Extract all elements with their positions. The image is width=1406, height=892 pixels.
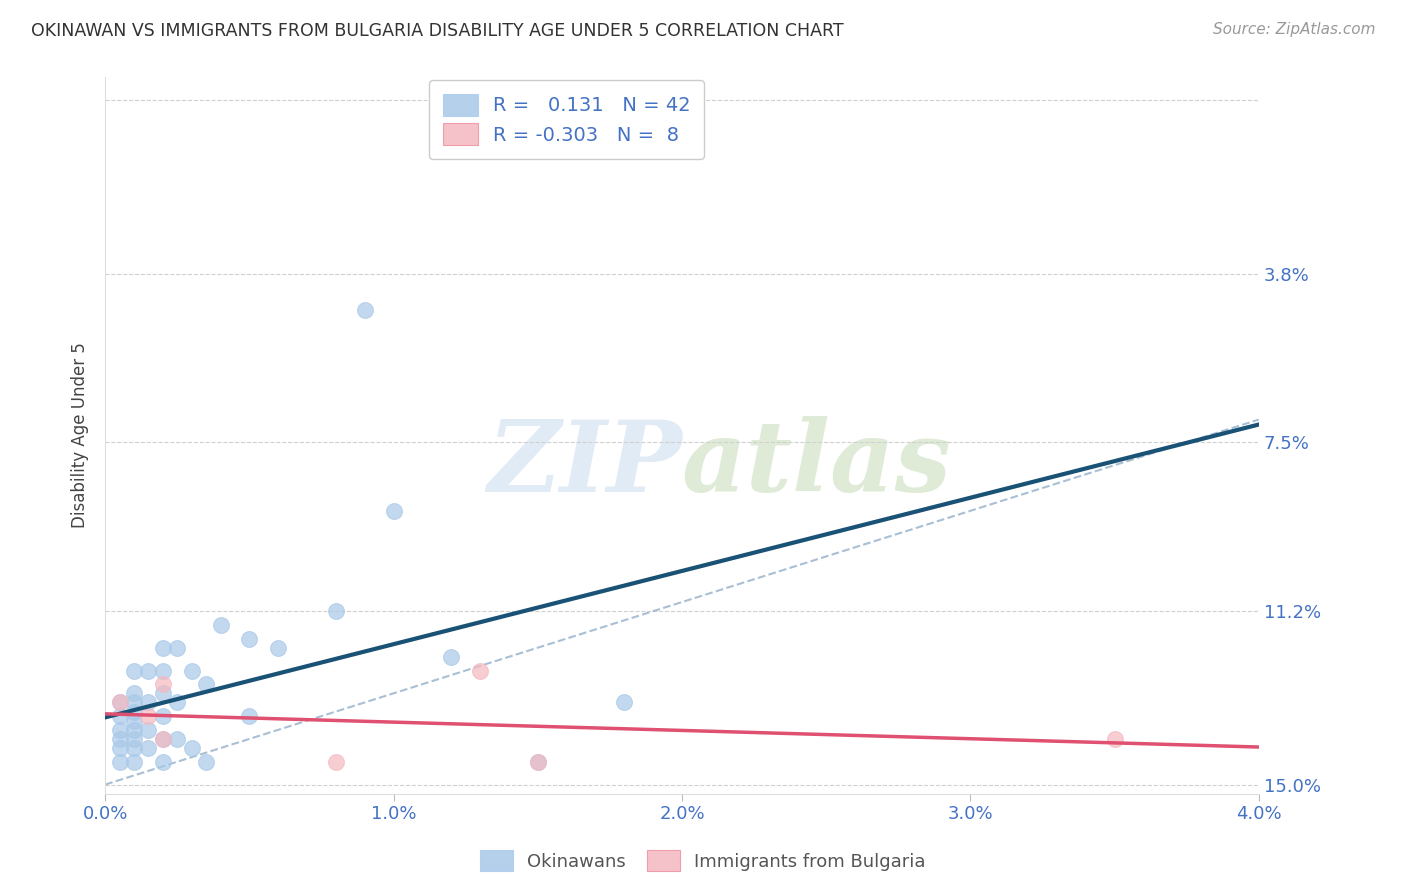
Point xyxy=(526,755,548,769)
Point xyxy=(152,709,174,723)
Point xyxy=(166,731,188,746)
Point xyxy=(440,649,463,664)
Point xyxy=(108,731,131,746)
Point xyxy=(166,640,188,655)
Point xyxy=(152,755,174,769)
Y-axis label: Disability Age Under 5: Disability Age Under 5 xyxy=(72,343,89,528)
Point xyxy=(138,664,160,678)
Point xyxy=(180,741,202,756)
Point xyxy=(108,741,131,756)
Point xyxy=(195,755,218,769)
Point xyxy=(325,755,347,769)
Point xyxy=(382,504,405,518)
Point xyxy=(152,677,174,691)
Text: OKINAWAN VS IMMIGRANTS FROM BULGARIA DISABILITY AGE UNDER 5 CORRELATION CHART: OKINAWAN VS IMMIGRANTS FROM BULGARIA DIS… xyxy=(31,22,844,40)
Point xyxy=(122,686,145,700)
Point xyxy=(122,714,145,728)
Point xyxy=(108,723,131,737)
Point xyxy=(152,640,174,655)
Point xyxy=(238,709,260,723)
Text: atlas: atlas xyxy=(682,416,952,513)
Point xyxy=(238,632,260,646)
Point xyxy=(138,741,160,756)
Point xyxy=(108,755,131,769)
Point xyxy=(122,755,145,769)
Point xyxy=(122,741,145,756)
Legend: R =   0.131   N = 42, R = -0.303   N =  8: R = 0.131 N = 42, R = -0.303 N = 8 xyxy=(429,80,704,159)
Point xyxy=(526,755,548,769)
Point xyxy=(122,723,145,737)
Point xyxy=(195,677,218,691)
Point xyxy=(122,705,145,719)
Point xyxy=(122,731,145,746)
Point xyxy=(613,695,636,709)
Point xyxy=(122,695,145,709)
Point xyxy=(108,709,131,723)
Point xyxy=(209,618,232,632)
Point xyxy=(267,640,290,655)
Point xyxy=(468,664,491,678)
Point xyxy=(152,664,174,678)
Text: ZIP: ZIP xyxy=(486,416,682,513)
Point xyxy=(122,664,145,678)
Point xyxy=(138,709,160,723)
Point xyxy=(325,604,347,618)
Legend: Okinawans, Immigrants from Bulgaria: Okinawans, Immigrants from Bulgaria xyxy=(472,843,934,879)
Text: Source: ZipAtlas.com: Source: ZipAtlas.com xyxy=(1212,22,1375,37)
Point xyxy=(166,695,188,709)
Point xyxy=(138,695,160,709)
Point xyxy=(152,686,174,700)
Point xyxy=(108,695,131,709)
Point xyxy=(138,723,160,737)
Point xyxy=(108,695,131,709)
Point xyxy=(152,731,174,746)
Point xyxy=(1104,731,1126,746)
Point xyxy=(180,664,202,678)
Point xyxy=(353,303,375,318)
Point xyxy=(152,731,174,746)
